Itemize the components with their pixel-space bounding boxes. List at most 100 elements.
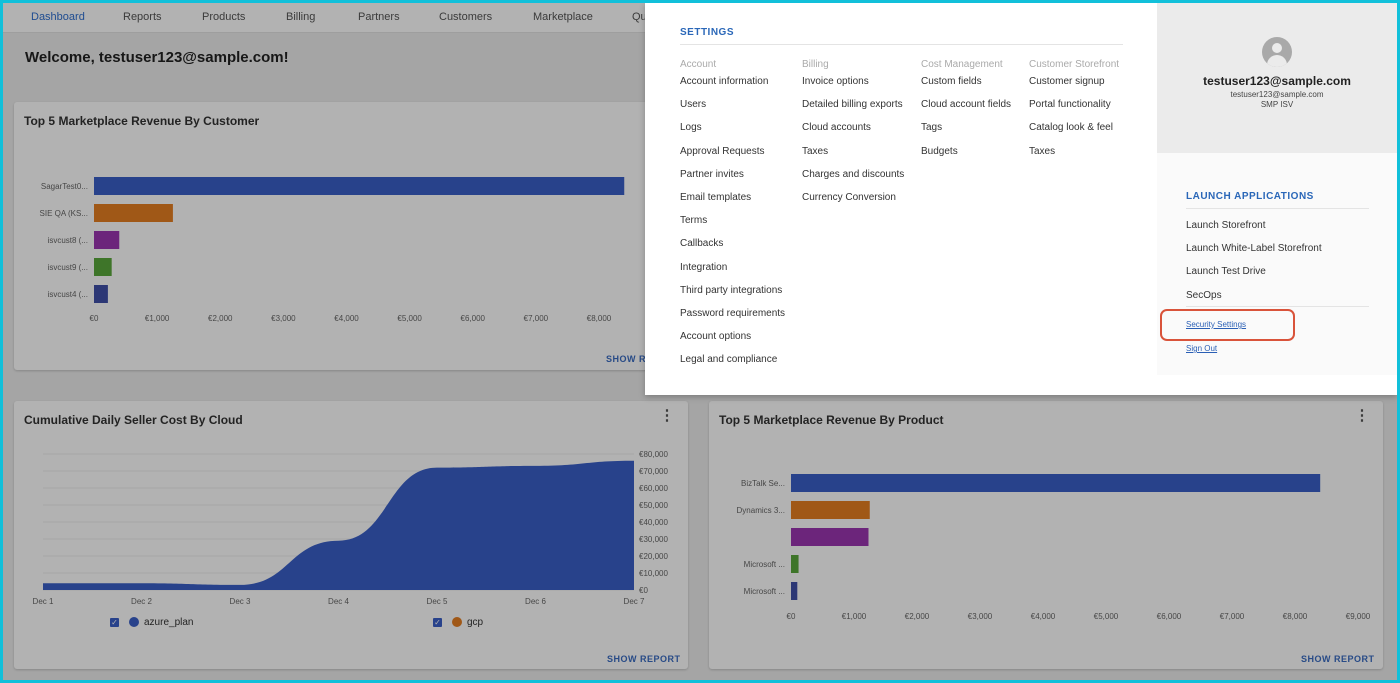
welcome-heading: Welcome, testuser123@sample.com! [25,49,289,66]
secops-link[interactable]: SecOps [1186,290,1222,301]
more-options-icon[interactable]: ⋮ [1354,407,1370,424]
settings-item-taxes[interactable]: Taxes [802,145,829,157]
nav-dashboard[interactable]: Dashboard [31,11,85,23]
nav-quotes[interactable]: Qu [632,11,647,23]
legend-dot [452,617,462,628]
show-report-button[interactable]: SHOW REPORT [1301,654,1375,664]
settings-item-password-requirements[interactable]: Password requirements [680,307,786,319]
x-tick-label: Dec 1 [33,597,54,606]
user-profile-panel: testuser123@sample.com testuser123@sampl… [1157,3,1397,153]
launch-applications-panel: LAUNCH APPLICATIONS Launch Storefront La… [1157,153,1397,375]
nav-products[interactable]: Products [202,11,246,23]
category-label: SIE QA (KS... [40,209,88,218]
settings-item-catalog-look-and-feel[interactable]: Catalog look & feel [1029,122,1113,134]
settings-item-users[interactable]: Users [680,99,707,111]
settings-item-terms[interactable]: Terms [680,215,708,227]
legend-gcp[interactable]: ✓ gcp [433,617,483,628]
launch-test-drive-link[interactable]: Launch Test Drive [1186,266,1266,277]
divider [1186,306,1369,307]
sign-out-link[interactable]: Sign Out [1186,344,1218,353]
legend-label: azure_plan [144,617,194,628]
settings-item-callbacks[interactable]: Callbacks [680,238,724,250]
settings-item-legal-and-compliance[interactable]: Legal and compliance [680,354,778,366]
x-tick-label: €8,000 [1283,612,1308,621]
settings-column-customer-storefront: Customer Storefront Customer signup Port… [1029,58,1119,168]
legend-azure-plan[interactable]: ✓ azure_plan [110,617,193,628]
settings-item-tags[interactable]: Tags [921,122,943,134]
bar [94,258,112,276]
user-email-secondary: testuser123@sample.com [1230,90,1324,99]
x-tick-label: Dec 6 [525,597,546,606]
settings-column-account: Account Account information Users Logs A… [680,58,785,376]
x-tick-label: Dec 5 [427,597,448,606]
settings-item-custom-fields[interactable]: Custom fields [921,76,982,87]
launch-applications-title: LAUNCH APPLICATIONS [1186,191,1314,202]
y-tick-label: €10,000 [639,569,668,578]
x-tick-label: €6,000 [1157,612,1182,621]
more-options-icon[interactable]: ⋮ [659,407,675,424]
nav-partners[interactable]: Partners [358,11,400,23]
settings-item-approval-requests[interactable]: Approval Requests [680,145,765,157]
column-heading: Account [680,59,717,70]
settings-item-cloud-account-fields[interactable]: Cloud account fields [921,99,1012,111]
column-heading: Customer Storefront [1029,59,1120,70]
launch-storefront-link[interactable]: Launch Storefront [1186,220,1266,231]
x-tick-label: €5,000 [397,314,422,323]
category-label: SagarTest0... [41,182,88,191]
settings-item-storefront-taxes[interactable]: Taxes [1029,145,1056,157]
settings-item-currency-conversion[interactable]: Currency Conversion [802,191,896,203]
show-report-button[interactable]: SHOW RE [606,354,653,364]
x-tick-label: €3,000 [271,314,296,323]
settings-item-integration[interactable]: Integration [680,261,728,273]
bar [94,231,120,249]
x-tick-label: €0 [90,314,99,323]
settings-item-email-templates[interactable]: Email templates [680,191,752,203]
x-tick-label: €8,000 [587,314,612,323]
checkbox-icon[interactable]: ✓ [433,617,442,627]
settings-item-partner-invites[interactable]: Partner invites [680,168,744,180]
settings-item-charges-and-discounts[interactable]: Charges and discounts [802,168,905,180]
security-settings-link[interactable]: Security Settings [1186,320,1247,329]
user-email: testuser123@sample.com [1203,74,1351,88]
settings-item-account-options[interactable]: Account options [680,331,752,343]
column-heading: Cost Management [921,59,1003,70]
settings-item-portal-functionality[interactable]: Portal functionality [1029,99,1111,111]
nav-billing[interactable]: Billing [286,11,316,23]
settings-item-customer-signup[interactable]: Customer signup [1029,76,1105,87]
x-tick-label: €5,000 [1094,612,1119,621]
show-report-button[interactable]: SHOW REPORT [607,654,681,664]
revenue-by-customer-card: Top 5 Marketplace Revenue By Customer Sa… [14,102,684,370]
settings-item-third-party-integrations[interactable]: Third party integrations [680,284,783,296]
y-tick-label: €40,000 [639,518,668,527]
revenue-by-product-card: Top 5 Marketplace Revenue By Product ⋮ B… [709,401,1383,669]
settings-item-logs[interactable]: Logs [680,122,702,134]
launch-white-label-storefront-link[interactable]: Launch White-Label Storefront [1186,243,1322,254]
settings-item-cloud-accounts[interactable]: Cloud accounts [802,122,871,134]
x-tick-label: Dec 7 [624,597,645,606]
legend-dot [129,617,139,628]
category-label: BizTalk Se... [741,479,785,488]
x-tick-label: Dec 4 [328,597,349,606]
nav-marketplace[interactable]: Marketplace [533,11,593,23]
x-tick-label: €2,000 [208,314,233,323]
category-label: Microsoft ... [744,560,785,569]
divider [680,44,1123,45]
legend-label: gcp [467,617,484,628]
category-label: Microsoft ... [744,587,785,596]
x-tick-label: €2,000 [905,612,930,621]
settings-item-detailed-billing-exports[interactable]: Detailed billing exports [802,99,903,111]
nav-customers[interactable]: Customers [439,11,493,23]
revenue-by-customer-chart: SagarTest0... SIE QA (KS... isvcust8 (... i… [40,177,625,323]
x-tick-label: €9,000 [1346,612,1371,621]
x-tick-label: €0 [787,612,796,621]
settings-item-account-information[interactable]: Account information [680,76,769,87]
nav-reports[interactable]: Reports [123,11,162,23]
column-heading: Billing [802,59,829,70]
checkbox-icon[interactable]: ✓ [110,617,119,627]
category-label: isvcust4 (... [48,290,88,299]
settings-item-invoice-options[interactable]: Invoice options [802,76,869,87]
daily-seller-cost-chart: €0 €10,000 €20,000 €30,000 €40,000 €50,000 €60… [33,450,669,606]
settings-column-billing: Billing Invoice options Detailed billing… [802,58,904,214]
settings-item-budgets[interactable]: Budgets [921,145,958,157]
category-label: isvcust8 (... [48,236,88,245]
